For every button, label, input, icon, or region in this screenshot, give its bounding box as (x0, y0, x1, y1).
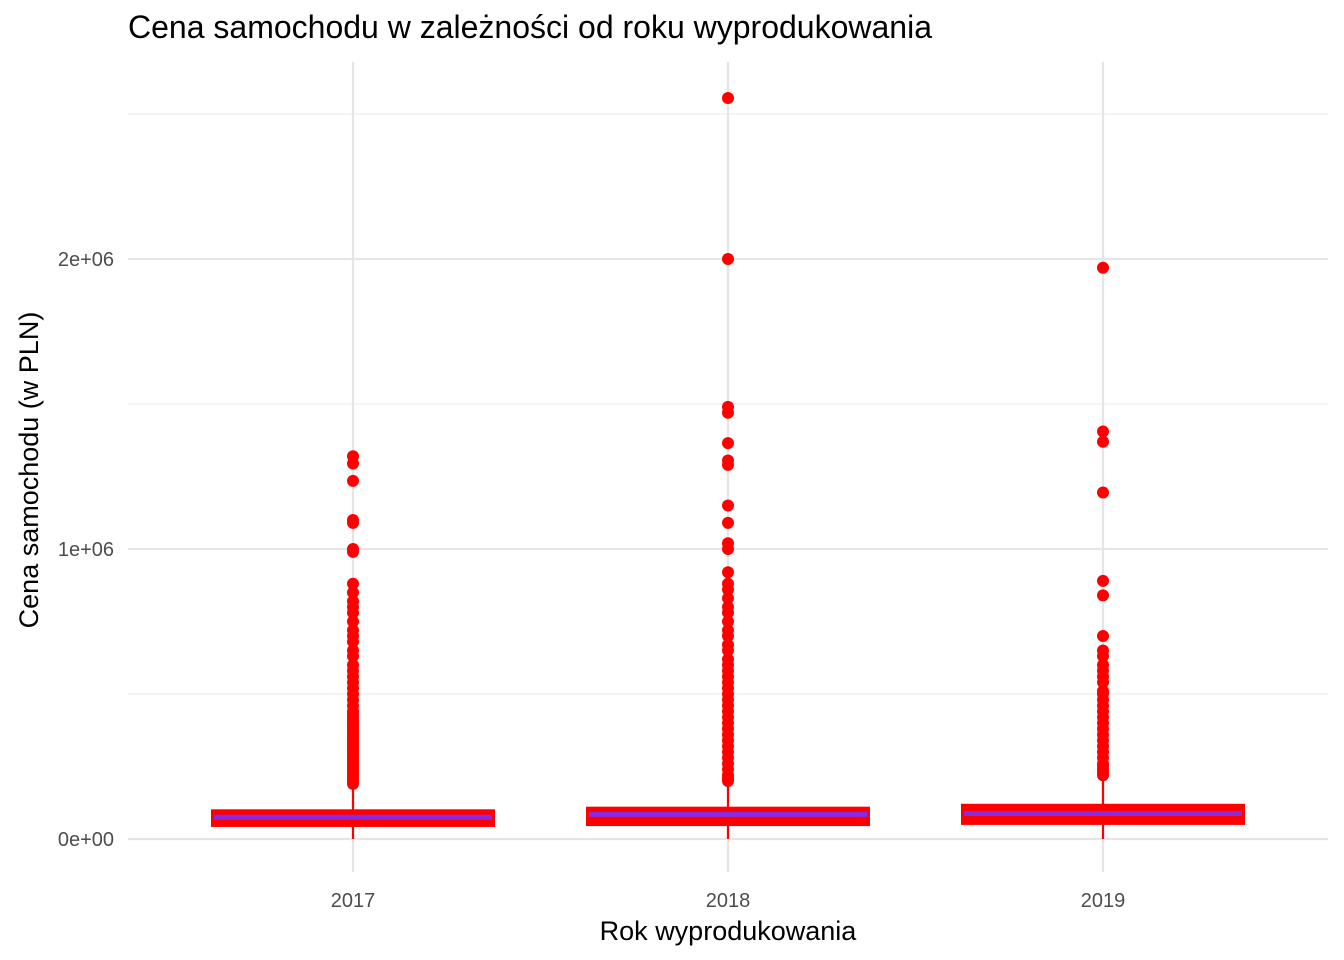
outlier-point (1097, 630, 1109, 642)
outlier-point (1097, 676, 1109, 689)
y-tick-label: 2e+06 (58, 249, 114, 271)
outlier-point (722, 644, 734, 657)
outlier-point (722, 92, 734, 105)
boxes (211, 776, 1245, 839)
outlier-point (347, 577, 359, 590)
y-tick-label: 1e+06 (58, 539, 114, 561)
outlier-point (722, 583, 734, 596)
outlier-point (722, 592, 734, 605)
outlier-point (347, 615, 359, 628)
outlier-point (1097, 650, 1109, 663)
outlier-point (1097, 589, 1109, 602)
outlier-point (347, 777, 359, 790)
outlier-point (347, 586, 359, 599)
outlier-point (347, 635, 359, 648)
outlier-point (347, 606, 359, 619)
y-tick-label: 0e+00 (58, 829, 114, 851)
outlier-point (347, 516, 359, 529)
x-axis-ticks: 2017 2018 2019 (331, 890, 1126, 912)
outlier-point (722, 516, 734, 529)
outlier-point (722, 499, 734, 512)
outlier-point (1097, 574, 1109, 587)
outlier-point (347, 650, 359, 663)
outlier-point (1097, 261, 1109, 274)
outlier-point (722, 543, 734, 555)
outliers (347, 92, 1109, 790)
outlier-point (1097, 486, 1109, 499)
x-tick-label: 2018 (706, 890, 751, 912)
outlier-point (722, 615, 734, 628)
outlier-point (722, 458, 734, 471)
x-tick-label: 2017 (331, 890, 376, 912)
chart-title: Cena samochodu w zależności od roku wypr… (128, 9, 932, 45)
y-axis-title: Cena samochodu (w PLN) (14, 312, 44, 629)
outlier-point (347, 474, 359, 487)
outlier-point (722, 406, 734, 419)
outlier-point (722, 606, 734, 619)
outlier-point (1097, 425, 1109, 438)
outlier-point (347, 545, 359, 558)
outlier-point (1097, 435, 1109, 448)
outlier-point (722, 775, 734, 787)
outlier-point (722, 630, 734, 642)
outlier-point (1097, 769, 1109, 782)
outlier-point (347, 457, 359, 470)
x-tick-label: 2019 (1081, 890, 1126, 912)
outlier-point (722, 566, 734, 579)
outlier-point (722, 437, 734, 450)
x-axis-title: Rok wyprodukowania (600, 916, 858, 946)
outlier-point (722, 253, 734, 265)
y-axis-ticks: 0e+00 1e+06 2e+06 (58, 249, 114, 851)
